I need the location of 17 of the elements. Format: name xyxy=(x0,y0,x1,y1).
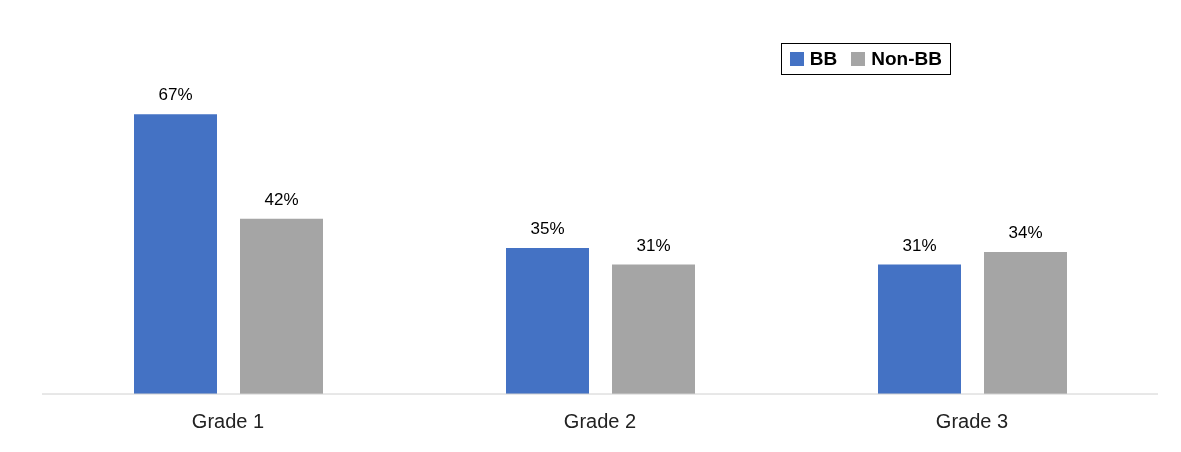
data-label: 35% xyxy=(530,218,565,238)
bar xyxy=(878,264,961,394)
legend-label: Non-BB xyxy=(871,48,942,70)
x-tick-label: Grade 2 xyxy=(563,410,637,433)
bar xyxy=(612,264,695,394)
bar xyxy=(506,247,589,394)
x-tick-label: Grade 1 xyxy=(191,410,265,433)
data-label: 31% xyxy=(902,235,937,255)
data-label: 31% xyxy=(636,235,671,255)
bar xyxy=(240,218,323,394)
data-label: 67% xyxy=(158,85,193,105)
data-label: 34% xyxy=(1008,223,1043,243)
data-label: 42% xyxy=(264,189,299,209)
bar xyxy=(984,252,1067,394)
bar xyxy=(134,114,217,394)
x-tick-label: Grade 3 xyxy=(935,410,1009,433)
legend-label: BB xyxy=(809,48,838,70)
